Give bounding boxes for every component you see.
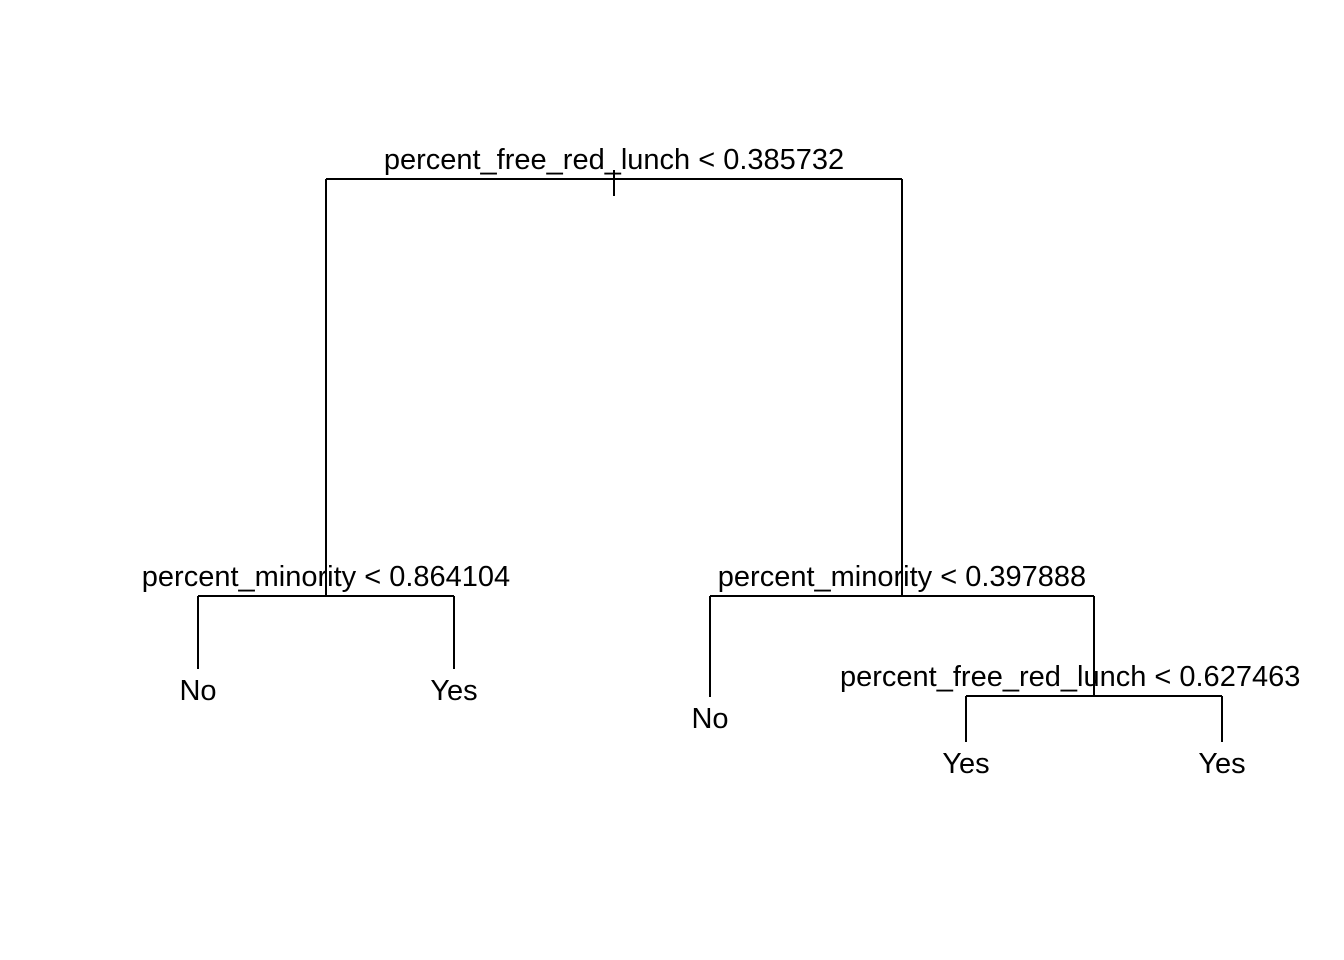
leaf-right-right-right: Yes [1198,748,1245,780]
right-node [709,595,1095,697]
leaf-right-left: No [691,703,728,735]
right-right-split-label: percent_free_red_lunch < 0.627463 [840,661,1300,693]
leaf-left-left: No [179,675,216,707]
left-node [197,595,455,669]
left-split-label: percent_minority < 0.864104 [142,561,510,593]
leaf-left-right: Yes [430,675,477,707]
right-split-label: percent_minority < 0.397888 [718,561,1086,593]
root-node [325,170,903,596]
right-right-node [965,695,1223,742]
root-split-label: percent_free_red_lunch < 0.385732 [384,144,844,176]
leaf-right-right-left: Yes [942,748,989,780]
